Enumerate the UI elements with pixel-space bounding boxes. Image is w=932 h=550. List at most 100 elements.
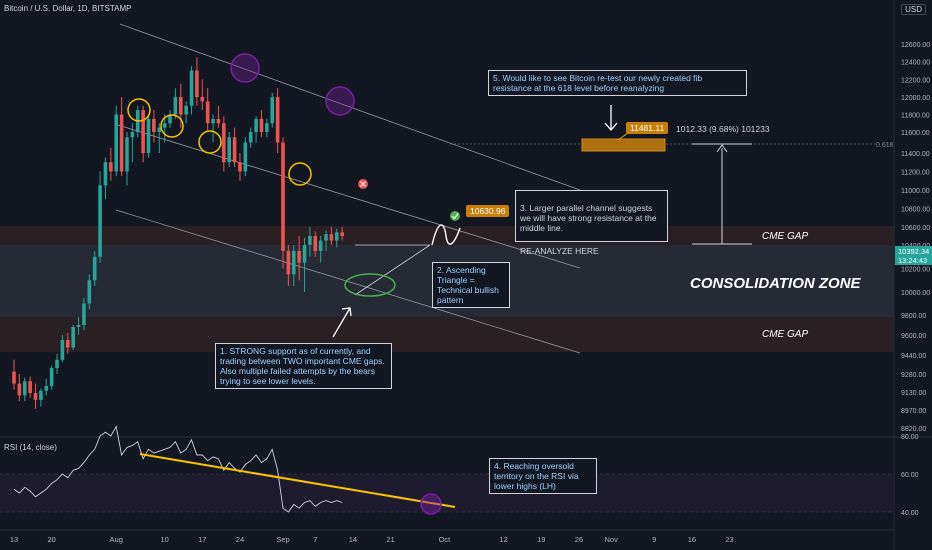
candle-body — [211, 118, 215, 124]
candle-body — [119, 114, 124, 172]
price-tick-label: 8820.00 — [901, 426, 926, 433]
candle-body — [114, 114, 119, 172]
candle-body — [55, 359, 59, 369]
check-mark — [451, 213, 459, 220]
target-price-tag: 11481.11 — [626, 122, 669, 134]
price-tick-label: 9440.00 — [901, 353, 926, 360]
time-tick-label: 23 — [725, 535, 733, 544]
time-tick-label: 21 — [386, 535, 394, 544]
symbol-title: Bitcoin / U.S. Dollar, 1D, BITSTAMP — [4, 4, 132, 13]
candle-body — [335, 232, 339, 241]
candle-body — [189, 70, 194, 106]
price-tick-label: 8970.00 — [901, 408, 926, 415]
time-tick-label: 26 — [575, 535, 583, 544]
rsi-title: RSI (14, close) — [4, 443, 57, 452]
price-tick-label: 12000.00 — [901, 95, 930, 102]
candle-body — [195, 70, 199, 97]
candle-body — [130, 132, 135, 138]
candle-body — [281, 142, 285, 251]
purple-circle-1 — [230, 53, 260, 83]
price-tick-label: 11000.00 — [901, 188, 930, 195]
time-tick-label: 13 — [10, 535, 18, 544]
candle-body — [286, 250, 291, 275]
yellow-circle-1 — [127, 98, 151, 122]
price-tick-label: 9280.00 — [901, 372, 926, 379]
rsi-tick-label: 80.00 — [901, 434, 919, 441]
rsi-line — [13, 425, 343, 513]
time-tick-label: Sep — [276, 535, 289, 544]
candlestick-series — [12, 57, 344, 409]
fib-618-label: 0.618 — [876, 142, 894, 149]
candle-body — [98, 185, 102, 257]
candle-body — [125, 137, 129, 172]
candle-body — [254, 118, 258, 132]
price-tick-label: 9130.00 — [901, 390, 926, 397]
candle-body — [200, 97, 205, 102]
cme-gap-upper-band — [0, 226, 894, 245]
candle-body — [259, 118, 264, 132]
candle-body — [17, 383, 22, 396]
cme-gap-lower-label: CME GAP — [762, 329, 808, 340]
projected-path — [431, 224, 461, 246]
note-2-triangle: 2. Ascending Triangle = Technical bullis… — [432, 262, 510, 308]
time-tick-label: 10 — [160, 535, 168, 544]
measure-label: 1012.33 (9.68%) 101233 — [676, 124, 770, 134]
price-tick-label: 11800.00 — [901, 113, 930, 120]
fib-arrow — [604, 105, 618, 131]
candle-body — [302, 245, 307, 263]
candle-body — [318, 240, 323, 251]
note-3-reanalyze: RE-ANALYZE HERE — [520, 246, 599, 256]
price-tick-label: 12600.00 — [901, 42, 930, 49]
channel-upper-line — [119, 23, 581, 191]
time-tick-label: 9 — [652, 535, 656, 544]
time-tick-label: 17 — [198, 535, 206, 544]
price-tick-label: 10000.00 — [901, 290, 930, 297]
channel-middle-line — [117, 124, 581, 269]
channel-price-tag: 10630.96 — [466, 205, 510, 217]
candle-body — [243, 142, 248, 172]
rsi-axis: 80.00 60.00 40.00 — [901, 434, 919, 517]
candle-body — [291, 250, 296, 275]
candle-body — [60, 340, 65, 360]
candle-body — [222, 123, 226, 163]
candle-body — [340, 232, 344, 236]
candle-body — [238, 162, 242, 172]
candle-body — [71, 327, 75, 348]
candle-body — [157, 127, 162, 132]
current-price-label: 10392.34 — [898, 247, 929, 256]
candle-body — [28, 381, 32, 394]
candle-body — [162, 123, 167, 128]
candle-body — [275, 97, 280, 143]
cme-gap-upper-label: CME GAP — [762, 231, 808, 242]
cme-gap-lower-band — [0, 317, 894, 352]
candle-body — [146, 118, 151, 153]
time-tick-label: 12 — [499, 535, 507, 544]
support-arrow — [332, 307, 352, 338]
candle-body — [33, 393, 38, 400]
price-tick-label: 9800.00 — [901, 313, 926, 320]
price-tick-label: 9600.00 — [901, 333, 926, 340]
candle-body — [270, 97, 275, 124]
time-tick-label: 20 — [47, 535, 55, 544]
candle-body — [22, 381, 27, 396]
cross-mark — [360, 181, 366, 187]
green-support-ellipse — [344, 273, 396, 297]
price-tick-label: 11600.00 — [901, 130, 930, 137]
rsi-tick-label: 60.00 — [901, 472, 919, 479]
candle-body — [152, 118, 156, 132]
time-tick-label: 19 — [537, 535, 545, 544]
yellow-circle-4 — [288, 162, 312, 186]
candle-body — [66, 340, 70, 348]
candle-body — [265, 123, 269, 132]
currency-button[interactable]: USD — [901, 4, 926, 15]
price-axis: 12600.00 12400.00 12200.00 12000.00 11800.00… — [901, 42, 930, 433]
price-tick-label: 12200.00 — [901, 77, 930, 84]
price-tick-label: 12400.00 — [901, 60, 930, 67]
time-tick-label: 14 — [349, 535, 357, 544]
highlight-circles — [127, 53, 396, 297]
fib-target-box — [581, 138, 666, 152]
time-tick-label: 16 — [688, 535, 696, 544]
note-3-text: 3. Larger parallel channel suggests we w… — [520, 203, 657, 233]
time-tick-label: Oct — [439, 535, 452, 544]
